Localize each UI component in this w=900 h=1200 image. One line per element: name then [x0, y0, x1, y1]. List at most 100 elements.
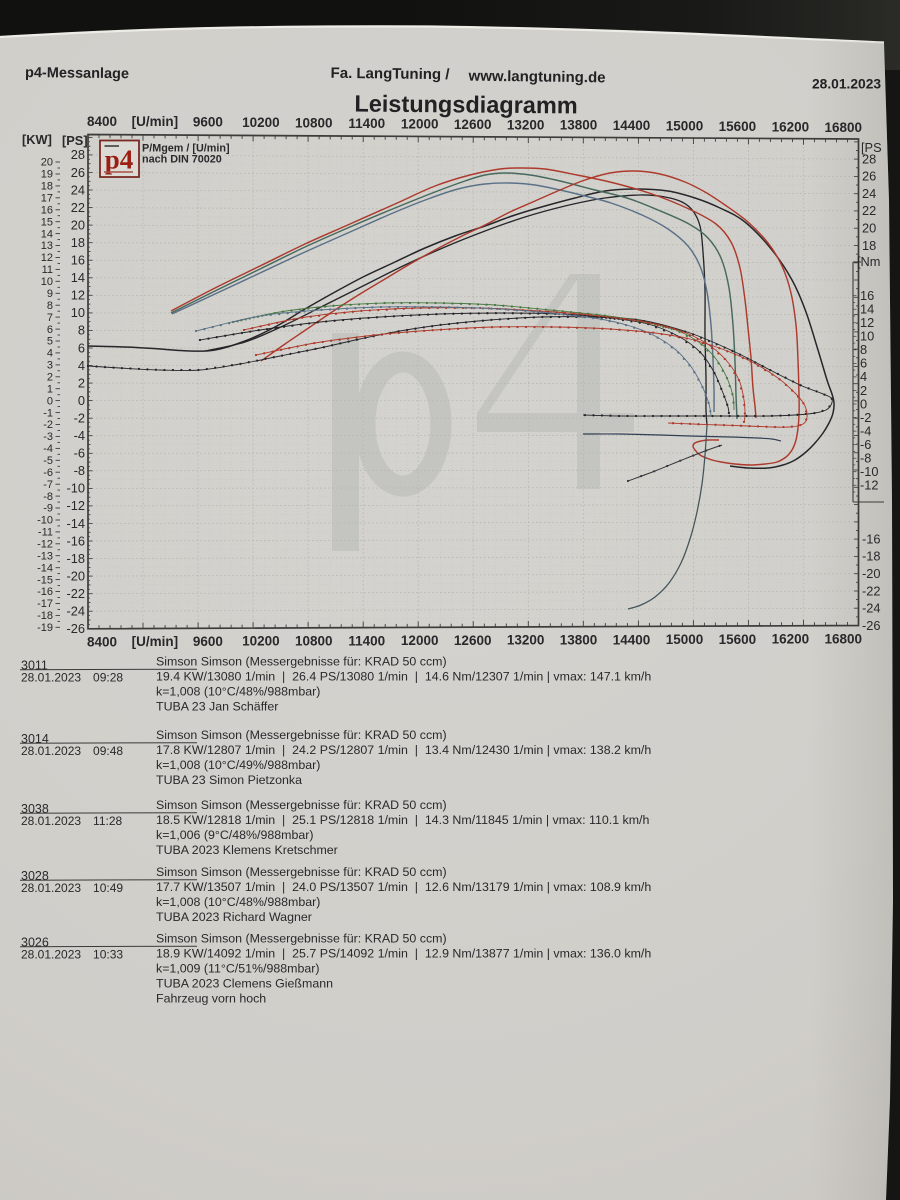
- svg-text:k=1,008 (10°C/48%/988mbar): k=1,008 (10°C/48%/988mbar): [156, 895, 320, 909]
- svg-text:12600: 12600: [454, 117, 492, 132]
- svg-text:[U/min]: [U/min]: [132, 634, 179, 649]
- svg-text:3026: 3026: [21, 935, 49, 949]
- svg-text:-2: -2: [74, 411, 85, 426]
- svg-text:13200: 13200: [507, 117, 545, 132]
- svg-text:Simson Simson (Messergebnisse: Simson Simson (Messergebnisse für: KRAD …: [156, 798, 447, 812]
- svg-text:8: 8: [78, 323, 85, 338]
- svg-text:4: 4: [47, 348, 53, 360]
- svg-text:9600: 9600: [193, 634, 223, 649]
- svg-text:-13: -13: [37, 550, 53, 562]
- svg-text:6: 6: [860, 356, 867, 371]
- svg-text:-11: -11: [38, 527, 53, 539]
- svg-text:-10: -10: [67, 481, 86, 496]
- svg-text:-26: -26: [862, 618, 881, 633]
- svg-text:-6: -6: [860, 437, 871, 452]
- svg-text:Simson Simson (Messergebnisse: Simson Simson (Messergebnisse für: KRAD …: [156, 931, 447, 945]
- svg-text:16800: 16800: [825, 632, 863, 647]
- svg-text:Fa. LangTuning /: Fa. LangTuning /: [331, 65, 451, 83]
- svg-text:15000: 15000: [666, 632, 704, 647]
- svg-text:[U/min]: [U/min]: [132, 114, 179, 129]
- svg-text:TUBA 23 Jan Schäffer: TUBA 23 Jan Schäffer: [156, 699, 278, 713]
- svg-text:1: 1: [47, 383, 53, 395]
- svg-text:-16: -16: [862, 531, 881, 546]
- svg-text:-14: -14: [37, 562, 53, 574]
- svg-text:3011: 3011: [21, 658, 48, 672]
- svg-text:2: 2: [47, 372, 53, 384]
- svg-text:10200: 10200: [242, 115, 280, 130]
- svg-text:-4: -4: [74, 428, 85, 443]
- svg-text:10800: 10800: [295, 634, 333, 649]
- svg-text:-3: -3: [43, 431, 53, 443]
- svg-text:-9: -9: [43, 503, 53, 515]
- svg-text:k=1,008 (10°C/48%/988mbar): k=1,008 (10°C/48%/988mbar): [156, 684, 320, 698]
- svg-text:p4-Messanlage: p4-Messanlage: [25, 65, 129, 82]
- svg-text:14: 14: [41, 228, 53, 240]
- svg-text:4: 4: [860, 369, 867, 384]
- svg-text:17: 17: [41, 193, 53, 205]
- svg-text:-10: -10: [860, 464, 879, 479]
- svg-text:20: 20: [862, 221, 876, 236]
- svg-text:-24: -24: [67, 604, 86, 619]
- svg-text:0: 0: [78, 393, 85, 408]
- svg-text:20: 20: [41, 157, 53, 169]
- svg-text:2: 2: [78, 375, 85, 390]
- svg-text:-15: -15: [37, 574, 53, 586]
- svg-text:8: 8: [47, 300, 53, 312]
- svg-text:17.7 KW/13507 1/min | 24.0 P: 17.7 KW/13507 1/min | 24.0 PS/13507 1/mi…: [156, 880, 651, 894]
- svg-text:24: 24: [71, 182, 85, 197]
- svg-text:13200: 13200: [507, 633, 545, 648]
- svg-text:12000: 12000: [401, 633, 439, 648]
- svg-text:28: 28: [862, 151, 876, 166]
- svg-text:26: 26: [862, 169, 876, 184]
- svg-text:9: 9: [47, 288, 53, 300]
- svg-text:3038: 3038: [21, 802, 49, 816]
- svg-text:-2: -2: [43, 419, 53, 431]
- svg-text:13: 13: [41, 240, 53, 252]
- svg-text:18: 18: [71, 235, 85, 250]
- svg-text:10: 10: [860, 329, 874, 344]
- svg-text:14400: 14400: [613, 118, 651, 133]
- svg-text:11400: 11400: [348, 633, 385, 648]
- svg-text:-20: -20: [862, 566, 881, 581]
- svg-text:-19: -19: [37, 622, 53, 634]
- svg-text:12600: 12600: [454, 633, 492, 648]
- svg-text:28: 28: [71, 147, 85, 162]
- svg-text:26: 26: [71, 165, 85, 180]
- svg-text:10200: 10200: [242, 634, 280, 649]
- svg-text:[Nm: [Nm: [857, 254, 880, 269]
- svg-text:-12: -12: [67, 498, 86, 513]
- svg-text:Simson Simson (Messergebnisse: Simson Simson (Messergebnisse für: KRAD …: [156, 654, 447, 668]
- svg-text:k=1,009 (11°C/51%/988mbar): k=1,009 (11°C/51%/988mbar): [156, 961, 320, 975]
- svg-text:12: 12: [71, 288, 85, 303]
- svg-text:0: 0: [47, 395, 53, 407]
- svg-text:16200: 16200: [772, 632, 810, 647]
- svg-text:www.langtuning.de: www.langtuning.de: [467, 68, 605, 87]
- svg-text:-8: -8: [43, 491, 53, 503]
- svg-text:20: 20: [71, 217, 85, 232]
- svg-text:k=1,008 (10°C/49%/988mbar): k=1,008 (10°C/49%/988mbar): [156, 758, 320, 772]
- svg-text:[KW]: [KW]: [22, 132, 52, 147]
- svg-text:13800: 13800: [560, 118, 598, 133]
- svg-text:15600: 15600: [719, 632, 757, 647]
- svg-text:18: 18: [41, 181, 53, 193]
- svg-text:[PS]: [PS]: [62, 133, 88, 148]
- svg-text:nach DIN 70020: nach DIN 70020: [142, 154, 222, 166]
- svg-text:19.4 KW/13080 1/min | 26.4 P: 19.4 KW/13080 1/min | 26.4 PS/13080 1/mi…: [156, 669, 651, 683]
- svg-text:Fahrzeug vorn hoch: Fahrzeug vorn hoch: [156, 991, 266, 1005]
- svg-text:2: 2: [860, 383, 867, 398]
- svg-text:11400: 11400: [348, 116, 385, 131]
- svg-text:16200: 16200: [772, 119, 810, 134]
- svg-text:18.9 KW/14092 1/min | 25.7 P: 18.9 KW/14092 1/min | 25.7 PS/14092 1/mi…: [156, 946, 651, 960]
- svg-text:[PS: [PS: [861, 140, 882, 155]
- svg-text:28.01.2023 10:49: 28.01.2023 10:49: [21, 881, 123, 895]
- svg-text:-17: -17: [37, 598, 53, 610]
- svg-text:14: 14: [71, 270, 85, 285]
- svg-text:Leistungsdiagramm: Leistungsdiagramm: [354, 91, 578, 119]
- svg-text:Simson Simson (Messergebnisse: Simson Simson (Messergebnisse für: KRAD …: [156, 728, 447, 742]
- svg-text:28.01.2023 10:33: 28.01.2023 10:33: [21, 947, 123, 961]
- svg-text:18.5 KW/12818 1/min | 25.1 P: 18.5 KW/12818 1/min | 25.1 PS/12818 1/mi…: [156, 813, 649, 827]
- svg-text:-2: -2: [860, 410, 871, 425]
- svg-text:3: 3: [47, 360, 53, 372]
- svg-text:19: 19: [41, 169, 53, 181]
- svg-text:15: 15: [41, 216, 53, 228]
